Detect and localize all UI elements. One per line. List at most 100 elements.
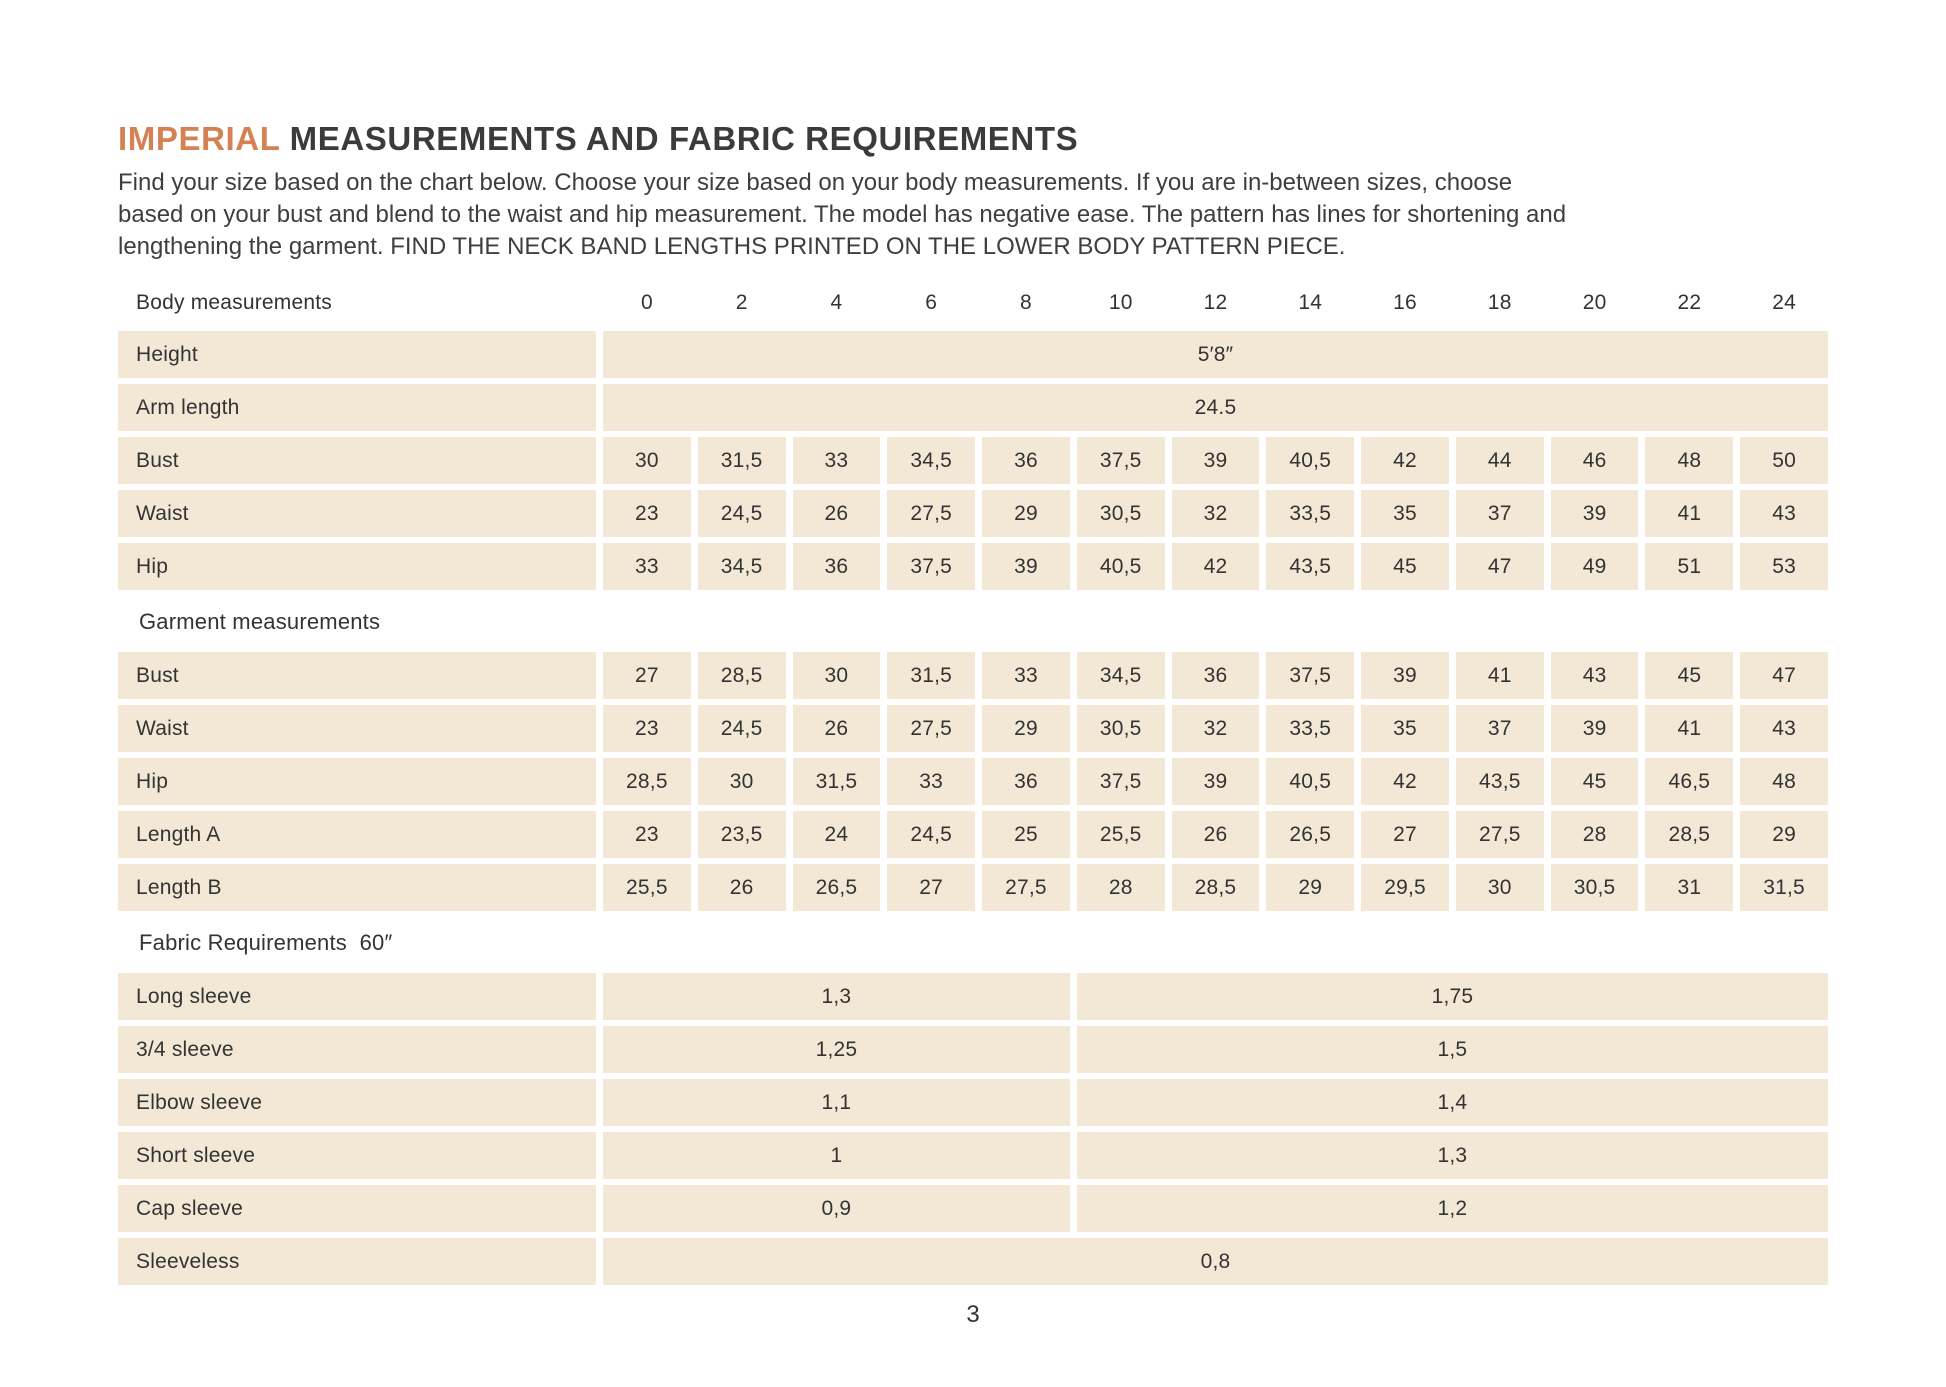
- size-value-cell: 48: [1645, 437, 1734, 484]
- size-column-header: 12: [1203, 291, 1228, 314]
- row-label: Hip: [118, 543, 596, 590]
- size-value-cell: 24,5: [697, 705, 786, 752]
- size-value-cell: 35: [1361, 490, 1449, 537]
- page-title: IMPERIAL MEASUREMENTS AND FABRIC REQUIRE…: [118, 120, 1946, 158]
- fabric-value-left: 1,1: [603, 1079, 1070, 1126]
- size-value-cell: 43: [1550, 652, 1639, 699]
- column-header-body-measurements: Body measurements: [136, 291, 332, 314]
- size-value-cell: 34,5: [887, 437, 976, 484]
- size-value-cell: 53: [1740, 543, 1828, 590]
- fabric-value-left: 1,3: [603, 973, 1070, 1020]
- size-value-cell: 32: [1171, 705, 1260, 752]
- size-value-cell: 30: [603, 437, 691, 484]
- shared-value-cell: 0,8: [603, 1238, 1828, 1285]
- table-row: Arm length 24.5: [118, 384, 1828, 431]
- size-value-cell: 23: [603, 705, 691, 752]
- size-value-cell: 41: [1645, 490, 1734, 537]
- size-value-cell: 32: [1171, 490, 1260, 537]
- size-value-cell: 41: [1455, 652, 1544, 699]
- row-label: Short sleeve: [118, 1132, 596, 1179]
- size-value-cell: 25,5: [603, 864, 691, 911]
- size-column-header: 10: [1108, 291, 1133, 314]
- size-value-cell: 44: [1455, 437, 1544, 484]
- size-value-cell: 26: [792, 490, 881, 537]
- size-value-cell: 29: [982, 490, 1070, 537]
- table-row: Length B 25,5 26 26,5 27 27,5 28 28,5 29 29,5 30 30…: [118, 864, 1828, 911]
- size-value-cell: 26: [1171, 811, 1260, 858]
- size-value-cell: 31,5: [887, 652, 976, 699]
- row-label: Waist: [118, 490, 596, 537]
- row-label: Bust: [118, 652, 596, 699]
- size-column-header: 14: [1298, 291, 1323, 314]
- size-value-cell: 27,5: [887, 705, 976, 752]
- size-value-cell: 24,5: [697, 490, 786, 537]
- size-value-cell: 40,5: [1266, 437, 1355, 484]
- intro-paragraph: Find your size based on the chart below.…: [118, 167, 1946, 263]
- size-value-cell: 39: [1550, 490, 1639, 537]
- page-title-accent: IMPERIAL: [118, 120, 280, 157]
- size-value-cell: 43,5: [1455, 758, 1544, 805]
- size-value-cell: 33: [792, 437, 881, 484]
- size-column-header: 20: [1582, 291, 1607, 314]
- fabric-value-right: 1,3: [1076, 1132, 1828, 1179]
- size-value-cell: 23: [603, 490, 691, 537]
- size-value-cell: 30,5: [1076, 490, 1165, 537]
- table-row: Long sleeve 1,3 1,75: [118, 973, 1828, 1020]
- size-value-cell: 28,5: [697, 652, 786, 699]
- size-value-cell: 33: [887, 758, 976, 805]
- row-label: Height: [118, 331, 596, 378]
- size-value-cell: 43,5: [1266, 543, 1355, 590]
- size-value-cell: 37,5: [1076, 758, 1165, 805]
- row-label: Hip: [118, 758, 596, 805]
- size-value-cell: 47: [1740, 652, 1828, 699]
- size-value-cell: 31,5: [697, 437, 786, 484]
- garment-measurements-heading: Garment measurements: [139, 609, 381, 634]
- fabric-value-right: 1,5: [1076, 1026, 1828, 1073]
- size-value-cell: 36: [792, 543, 881, 590]
- size-value-cell: 33,5: [1266, 490, 1355, 537]
- size-value-cell: 28,5: [1171, 864, 1260, 911]
- size-value-cell: 41: [1645, 705, 1734, 752]
- size-value-cell: 29: [1266, 864, 1355, 911]
- size-column-header: 16: [1393, 291, 1417, 314]
- fabric-value-left: 0,9: [603, 1185, 1070, 1232]
- size-value-cell: 37: [1455, 490, 1544, 537]
- document-page: IMPERIAL MEASUREMENTS AND FABRIC REQUIRE…: [118, 120, 1946, 1328]
- size-value-cell: 40,5: [1266, 758, 1355, 805]
- intro-line: Find your size based on the chart below.…: [118, 169, 1513, 196]
- size-value-cell: 27: [1361, 811, 1449, 858]
- size-value-cell: 30,5: [1076, 705, 1165, 752]
- table-row: Short sleeve 1 1,3: [118, 1132, 1828, 1179]
- size-column-header: 18: [1487, 291, 1512, 314]
- row-label: Length B: [118, 864, 596, 911]
- table-row: Waist 23 24,5 26 27,5 29 30,5 32 33,5 35 37 39 41 43: [118, 490, 1828, 537]
- size-value-cell: 33: [603, 543, 691, 590]
- row-label: 3/4 sleeve: [118, 1026, 596, 1073]
- size-value-cell: 39: [1550, 705, 1639, 752]
- size-value-cell: 39: [1361, 652, 1449, 699]
- size-value-cell: 25,5: [1076, 811, 1165, 858]
- size-value-cell: 33,5: [1266, 705, 1355, 752]
- size-value-cell: 31: [1645, 864, 1734, 911]
- table-row: Bust 30 31,5 33 34,5 36 37,5 39 40,5 42 44 46 48 50: [118, 437, 1828, 484]
- shared-value-cell: 24.5: [603, 384, 1828, 431]
- table-row: 3/4 sleeve 1,25 1,5: [118, 1026, 1828, 1073]
- size-column-header: 6: [925, 291, 938, 314]
- size-value-cell: 29: [1740, 811, 1828, 858]
- size-value-cell: 46,5: [1645, 758, 1734, 805]
- size-value-cell: 28: [1076, 864, 1165, 911]
- size-value-cell: 39: [982, 543, 1070, 590]
- table-row: Sleeveless 0,8: [118, 1238, 1828, 1285]
- fabric-requirements-heading: Fabric Requirements 60″: [139, 930, 393, 955]
- size-value-cell: 37,5: [1076, 437, 1165, 484]
- size-value-cell: 28: [1550, 811, 1639, 858]
- size-column-header: 2: [735, 291, 748, 314]
- row-label: Sleeveless: [118, 1238, 596, 1285]
- size-value-cell: 50: [1740, 437, 1828, 484]
- page-number: 3: [966, 1301, 980, 1328]
- page-title-rest: MEASUREMENTS AND FABRIC REQUIREMENTS: [279, 120, 1079, 157]
- size-value-cell: 27,5: [982, 864, 1070, 911]
- size-value-cell: 36: [1171, 652, 1260, 699]
- fabric-value-right: 1,2: [1076, 1185, 1828, 1232]
- table-row: Height 5′8″: [118, 331, 1828, 378]
